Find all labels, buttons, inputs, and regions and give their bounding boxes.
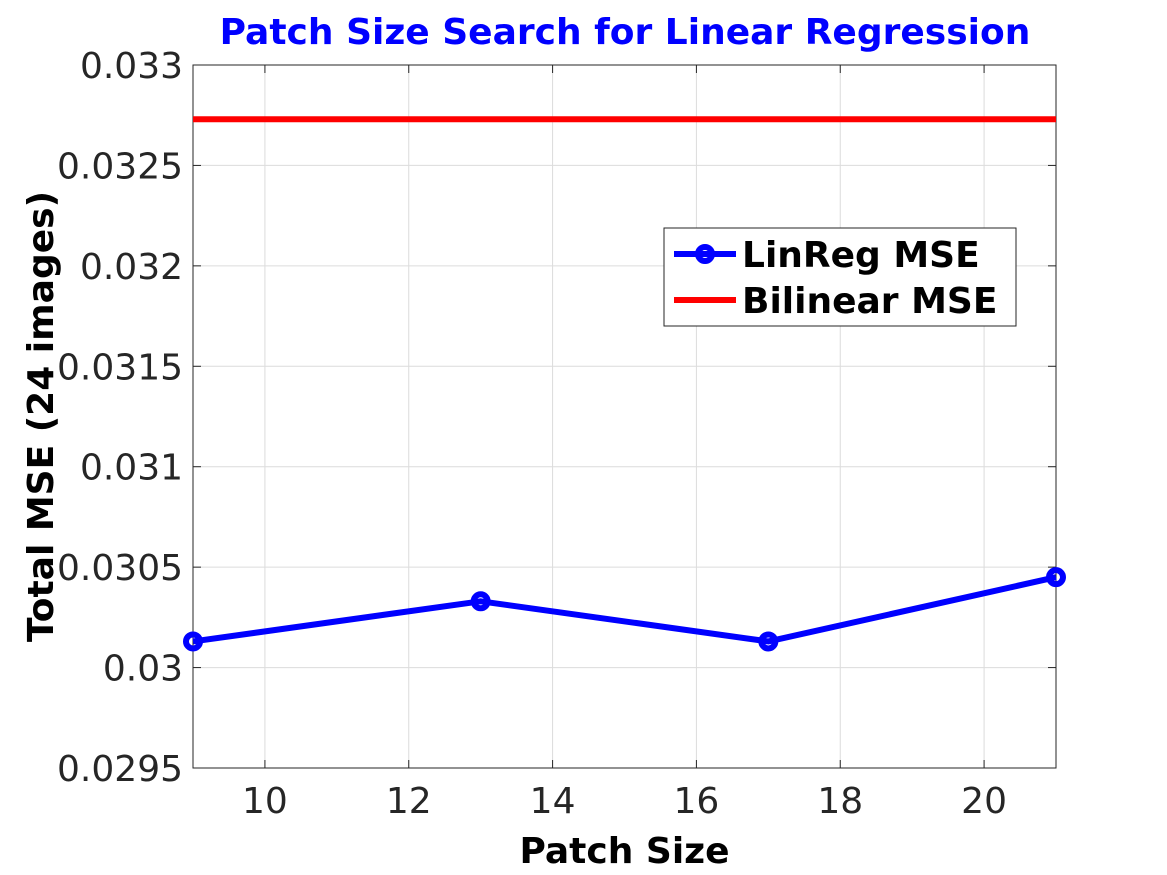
y-tick-label: 0.0325 [57, 146, 183, 187]
x-tick-label: 16 [674, 781, 720, 822]
legend-label-bilinear: Bilinear MSE [742, 281, 997, 322]
legend-marker-linreg [695, 244, 715, 264]
x-tick-label: 18 [817, 781, 863, 822]
data-point-linreg [758, 631, 779, 652]
y-tick-label: 0.0295 [57, 749, 183, 790]
x-tick-label: 12 [386, 781, 432, 822]
series-line-linreg [192, 574, 1057, 645]
plot-area-frame [192, 64, 1057, 769]
x-tick-label: 10 [242, 781, 288, 822]
legend-label-linreg: LinReg MSE [742, 235, 980, 276]
legend: LinReg MSE Bilinear MSE [663, 227, 1017, 327]
chart-title: Patch Size Search for Linear Regression [220, 12, 1031, 53]
legend-box [663, 227, 1017, 327]
data-point-linreg [183, 631, 203, 652]
y-tick-label: 0.0305 [57, 548, 183, 589]
grid-lines [193, 64, 1056, 769]
y-tick-label: 0.03 [103, 649, 183, 690]
series-layer [183, 116, 1066, 652]
axis-ticks: 10 12 14 16 18 20 0.0295 0.03 0.0305 0.031 0.0315 0… [57, 46, 1056, 822]
x-axis-label: Patch Size [519, 831, 729, 872]
y-tick-label: 0.031 [80, 448, 183, 489]
data-point-linreg [1046, 567, 1066, 588]
y-tick-label: 0.033 [80, 46, 183, 87]
y-axis-label: Total MSE (24 images) [21, 191, 62, 642]
x-tick-label: 14 [530, 781, 576, 822]
y-tick-label: 0.0315 [57, 347, 183, 388]
y-tick-label: 0.032 [80, 247, 183, 288]
data-point-linreg [470, 591, 491, 612]
x-tick-label: 20 [961, 781, 1007, 822]
